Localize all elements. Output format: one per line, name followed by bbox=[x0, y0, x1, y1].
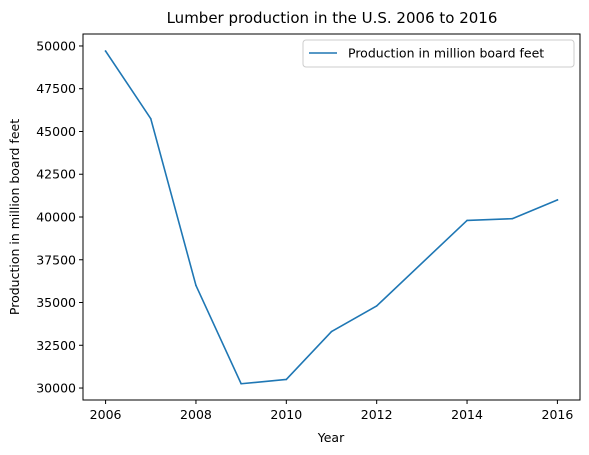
plot-frame bbox=[82, 33, 581, 401]
x-tick-label: 2008 bbox=[180, 407, 212, 422]
data-point bbox=[330, 330, 333, 333]
data-point bbox=[285, 378, 288, 381]
data-point bbox=[375, 305, 378, 307]
legend: Production in million board feet bbox=[302, 39, 575, 68]
x-tick-label: 2016 bbox=[542, 407, 574, 422]
data-point bbox=[104, 50, 107, 52]
y-tick-label: 37500 bbox=[36, 252, 76, 267]
y-axis-label: Production in million board feet bbox=[7, 119, 22, 315]
series-points bbox=[104, 50, 559, 385]
x-axis: 2006 2008 2010 2012 2014 2016 bbox=[90, 400, 574, 422]
y-tick-label: 40000 bbox=[36, 210, 76, 225]
y-tick-label: 42500 bbox=[36, 167, 76, 182]
data-point bbox=[149, 117, 152, 120]
x-tick-label: 2012 bbox=[361, 407, 393, 422]
x-tick-label: 2014 bbox=[451, 407, 483, 422]
x-axis-label: Year bbox=[317, 430, 345, 445]
y-axis: 30000 32500 35000 37500 40000 42500 45000 47500… bbox=[36, 38, 83, 396]
y-tick-label: 45000 bbox=[36, 124, 76, 139]
x-tick-label: 2006 bbox=[90, 407, 122, 422]
y-tick-label: 30000 bbox=[36, 381, 76, 396]
y-tick-label: 32500 bbox=[36, 338, 76, 353]
chart-title: Lumber production in the U.S. 2006 to 20… bbox=[167, 9, 498, 27]
data-point bbox=[556, 199, 559, 201]
data-point bbox=[240, 382, 242, 385]
data-point bbox=[466, 219, 468, 222]
series-line-production bbox=[104, 49, 559, 385]
legend-label: Production in million board feet bbox=[348, 46, 544, 61]
y-tick-label: 50000 bbox=[36, 38, 76, 53]
data-point bbox=[195, 284, 197, 287]
legend-box bbox=[302, 39, 575, 68]
x-tick-label: 2010 bbox=[270, 407, 302, 422]
data-point bbox=[511, 217, 514, 220]
y-tick-label: 35000 bbox=[36, 295, 76, 310]
y-tick-label: 47500 bbox=[36, 81, 76, 96]
